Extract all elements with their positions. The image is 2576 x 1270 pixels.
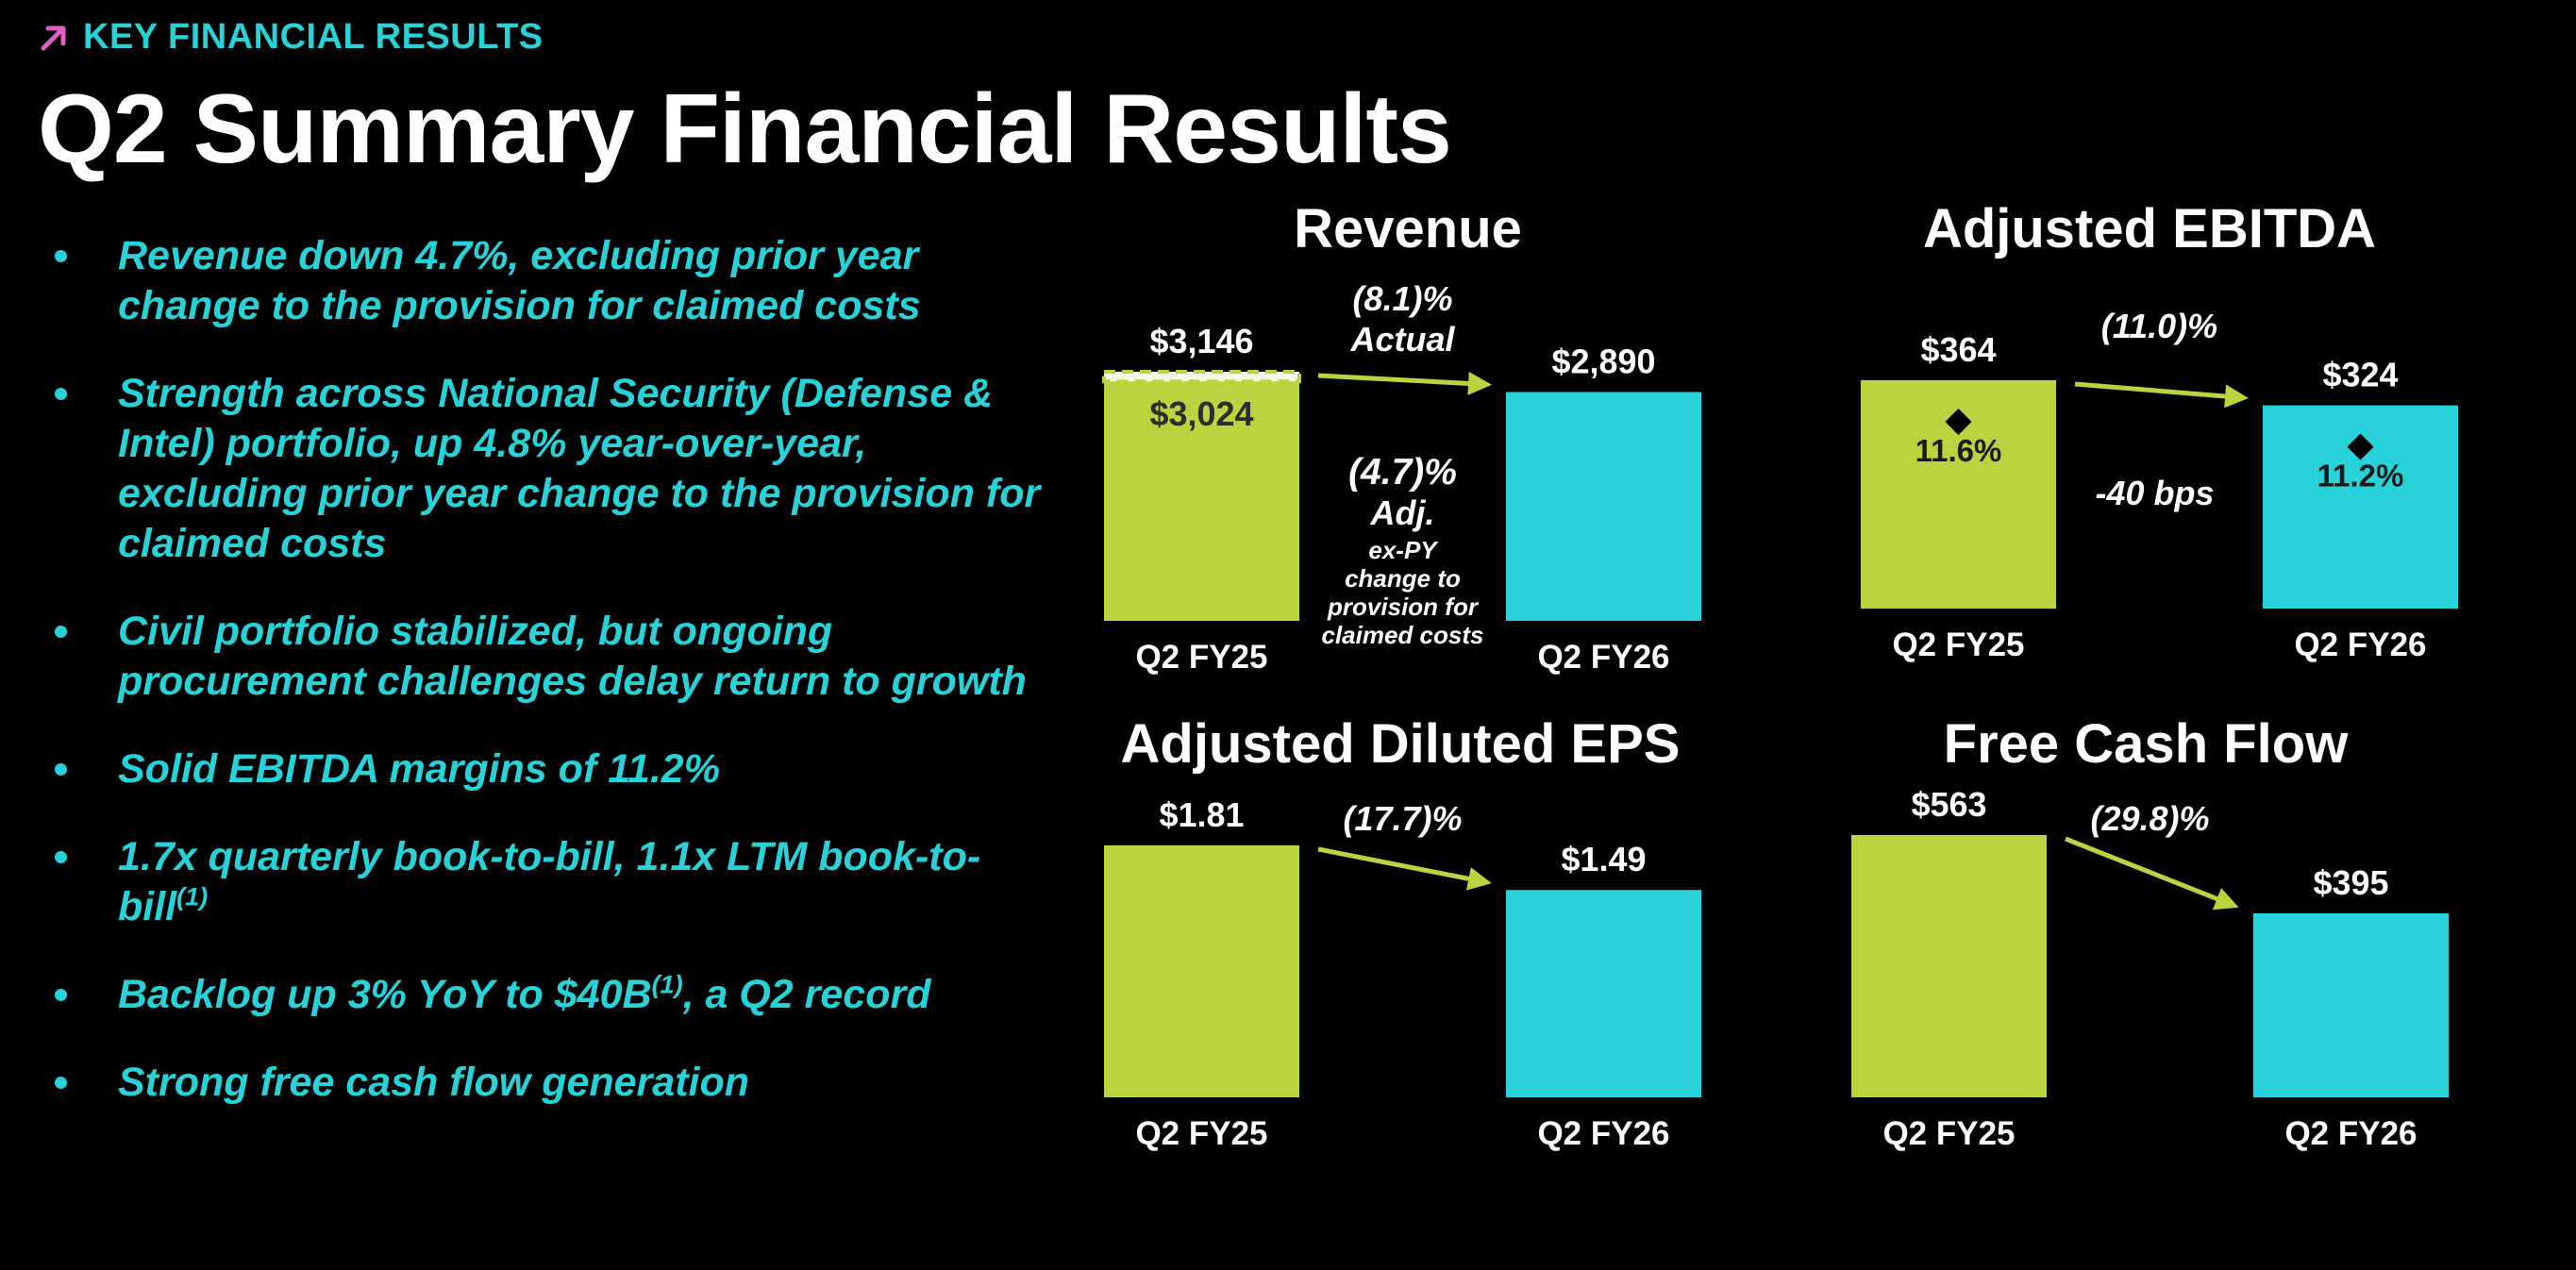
bar-value-label: $3,146 xyxy=(1149,322,1253,360)
bullet-free-cash-flow: Strong free cash flow generation xyxy=(49,1058,1049,1108)
change-label: (17.7)% xyxy=(1343,799,1462,838)
bullet-text: Strong free cash flow generation xyxy=(118,1060,749,1105)
bullet-text: Civil portfolio stabilized, but ongoing … xyxy=(118,609,1027,704)
chart-title: Free Cash Flow xyxy=(1944,713,2350,775)
chart-title: Adjusted Diluted EPS xyxy=(1121,713,1681,775)
change-arrow xyxy=(1317,371,1492,395)
category-label: Q2 FY26 xyxy=(1537,1115,1669,1152)
bar-q2-fy25 xyxy=(1851,835,2047,1097)
bullet-text: Backlog up 3% YoY to $40B xyxy=(118,972,652,1017)
bullet-text: Revenue down 4.7%, excluding prior year … xyxy=(118,233,921,328)
category-label: Q2 FY25 xyxy=(1135,639,1267,676)
bar-q2-fy26 xyxy=(2253,912,2449,1097)
adjusted-note-line: change to xyxy=(1345,564,1461,593)
bullet-dot-icon xyxy=(55,250,67,262)
margin-marker-icon xyxy=(1945,409,1972,435)
change-label: (8.1)% xyxy=(1352,279,1452,318)
adjusted-note-line: claimed costs xyxy=(1322,621,1484,649)
arrow-up-right-icon xyxy=(41,25,66,50)
section-kicker: KEY FINANCIAL RESULTS xyxy=(38,17,544,58)
bullet-text-after: , a Q2 record xyxy=(682,972,931,1017)
bullet-text: Strength across National Security (Defen… xyxy=(118,371,1041,566)
kicker-label: KEY FINANCIAL RESULTS xyxy=(83,17,544,57)
bar-q2-fy26 xyxy=(1506,392,1701,621)
bullet-dot-icon xyxy=(55,989,67,1001)
change-label: (11.0)% xyxy=(2101,307,2217,345)
bullet-text: Solid EBITDA margins of 11.2% xyxy=(118,746,720,792)
bar-q2-fy25 xyxy=(1104,372,1299,621)
change-label: (29.8)% xyxy=(2090,799,2209,838)
bar-value-label: $1.49 xyxy=(1561,840,1646,878)
change-arrow xyxy=(2074,381,2249,409)
category-label: Q2 FY26 xyxy=(2284,1115,2417,1152)
bar-value-label: $2,890 xyxy=(1551,342,1655,380)
bullet-ebitda-margin: Solid EBITDA margins of 11.2% xyxy=(49,744,1049,794)
margin-change-label: -40 bps xyxy=(2095,474,2214,512)
adjusted-value-label: $3,024 xyxy=(1149,394,1253,433)
bar-value-label: $324 xyxy=(2322,356,2398,394)
bar-q2-fy25 xyxy=(1104,845,1299,1097)
bullet-book-to-bill: 1.7x quarterly book-to-bill, 1.1x LTM bo… xyxy=(49,832,1049,932)
footnote-ref: (1) xyxy=(176,882,209,911)
bullet-civil: Civil portfolio stabilized, but ongoing … xyxy=(49,607,1049,707)
bullet-dot-icon xyxy=(55,1077,67,1089)
highlights-list: Revenue down 4.7%, excluding prior year … xyxy=(49,231,1049,1145)
category-label: Q2 FY25 xyxy=(1135,1115,1267,1152)
margin-marker-icon xyxy=(2347,433,2374,460)
bullet-revenue: Revenue down 4.7%, excluding prior year … xyxy=(49,231,1049,331)
chart-title: Revenue xyxy=(1294,198,1522,259)
change-sublabel: Actual xyxy=(1349,320,1455,359)
bar-value-label: $395 xyxy=(2313,863,2388,902)
bar-value-label: $364 xyxy=(1920,330,1996,369)
bullet-dot-icon xyxy=(55,626,67,638)
adjustment-segment xyxy=(1102,370,1301,384)
bullet-national-security: Strength across National Security (Defen… xyxy=(49,369,1049,569)
bar-value-label: $563 xyxy=(1911,785,1986,824)
bullet-dot-icon xyxy=(55,763,67,776)
margin-label: 11.2% xyxy=(2317,459,2404,493)
bullet-dot-icon xyxy=(55,388,67,400)
adjusted-change-sublabel: Adj. xyxy=(1370,493,1435,532)
margin-label: 11.6% xyxy=(1915,433,2002,468)
category-label: Q2 FY25 xyxy=(1882,1115,2015,1152)
category-label: Q2 FY26 xyxy=(1537,639,1669,676)
category-label: Q2 FY26 xyxy=(2294,627,2426,663)
bullet-backlog: Backlog up 3% YoY to $40B(1), a Q2 recor… xyxy=(49,970,1049,1020)
bar-value-label: $1.81 xyxy=(1159,795,1244,834)
bullet-dot-icon xyxy=(55,851,67,863)
chart-title: Adjusted EBITDA xyxy=(1923,198,2376,259)
category-label: Q2 FY25 xyxy=(1892,627,2024,663)
footnote-ref: (1) xyxy=(651,970,683,999)
bullet-text: 1.7x quarterly book-to-bill, 1.1x LTM bo… xyxy=(118,834,981,929)
adjusted-change-label: (4.7)% xyxy=(1348,452,1457,493)
change-arrow xyxy=(1317,846,1492,891)
adjusted-note-line: provision for xyxy=(1327,593,1480,621)
page-title: Q2 Summary Financial Results xyxy=(38,75,1452,184)
change-arrow xyxy=(2065,836,2239,911)
bar-q2-fy26 xyxy=(1506,890,1701,1097)
adjusted-note-line: ex-PY xyxy=(1368,536,1439,564)
